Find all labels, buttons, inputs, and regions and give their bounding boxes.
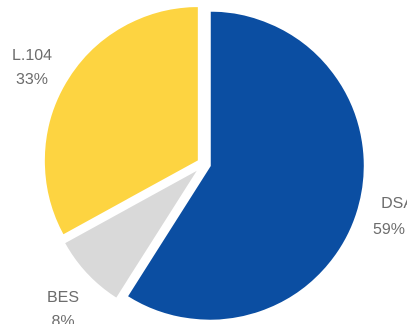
pie-slice-dsa [125, 9, 366, 322]
pie-slice-l104 [42, 4, 200, 237]
label-bes-category: BES [47, 289, 79, 306]
pie-slice-bes [62, 167, 201, 301]
pie-slices [42, 4, 366, 322]
label-l104-category: L.104 [12, 47, 52, 64]
label-bes-value: 8% [51, 313, 74, 324]
label-dsa-category: DSA [381, 195, 407, 212]
label-l104-value: 33% [16, 71, 48, 88]
label-dsa-value: 59% [373, 221, 405, 238]
